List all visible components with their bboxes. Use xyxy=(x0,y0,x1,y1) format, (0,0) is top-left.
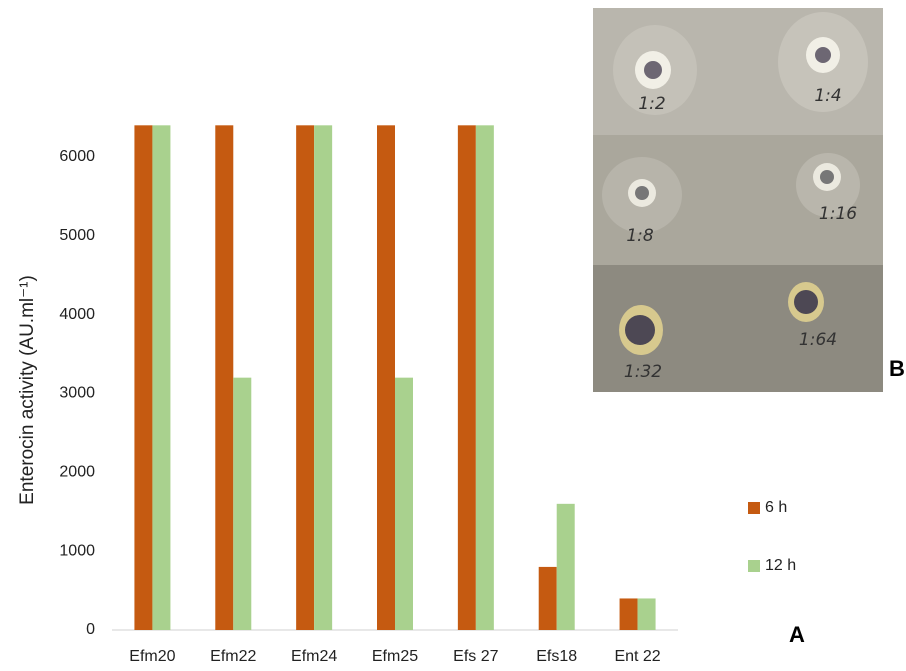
y-tick-label: 1000 xyxy=(59,542,95,559)
x-tick-label: Efs18 xyxy=(536,648,577,665)
photo-label: 1:64 xyxy=(799,330,837,350)
figure: 1:2 1:4 1:8 1:16 1:32 1:64 B A Enterocin… xyxy=(0,0,906,666)
panel-label: B xyxy=(889,356,905,381)
y-tick-label: 3000 xyxy=(59,385,95,402)
bar xyxy=(395,378,413,630)
y-tick-label: 6000 xyxy=(59,148,95,165)
bar xyxy=(620,598,638,630)
bar xyxy=(215,125,233,630)
y-tick-label: 4000 xyxy=(59,306,95,323)
x-tick-label: Efs 27 xyxy=(453,648,498,665)
photo-label: 1:32 xyxy=(624,362,662,382)
bar xyxy=(377,125,395,630)
y-axis-label: Enterocin activity (AU.ml⁻¹) xyxy=(17,275,38,505)
x-tick-label: Efm22 xyxy=(210,648,256,665)
well xyxy=(815,47,831,63)
legend-swatch xyxy=(748,560,760,572)
x-tick-label: Efm25 xyxy=(372,648,418,665)
bar xyxy=(314,125,332,630)
inset-photo: 1:2 1:4 1:8 1:16 1:32 1:64 xyxy=(593,8,883,392)
legend-label: 12 h xyxy=(765,557,796,574)
bar xyxy=(152,125,170,630)
bar xyxy=(476,125,494,630)
bar xyxy=(539,567,557,630)
y-tick-label: 0 xyxy=(86,621,95,638)
bar xyxy=(134,125,152,630)
panel-label: A xyxy=(789,622,805,647)
legend-swatch xyxy=(748,502,760,514)
bar xyxy=(638,598,656,630)
bar xyxy=(296,125,314,630)
well xyxy=(644,61,662,79)
bar xyxy=(233,378,251,630)
photo-label: 1:8 xyxy=(626,226,654,246)
y-tick-label: 5000 xyxy=(59,227,95,244)
legend-label: 6 h xyxy=(765,499,787,516)
y-tick-label: 2000 xyxy=(59,464,95,481)
x-tick-label: Efm24 xyxy=(291,648,337,665)
photo-label: 1:16 xyxy=(819,204,857,224)
photo-label: 1:2 xyxy=(638,94,665,114)
bar xyxy=(458,125,476,630)
well xyxy=(794,290,818,314)
well xyxy=(625,315,655,345)
well xyxy=(635,186,649,200)
bar xyxy=(557,504,575,630)
x-tick-label: Efm20 xyxy=(129,648,175,665)
photo-label: 1:4 xyxy=(814,86,841,106)
x-tick-label: Ent 22 xyxy=(614,648,660,665)
well xyxy=(820,170,834,184)
